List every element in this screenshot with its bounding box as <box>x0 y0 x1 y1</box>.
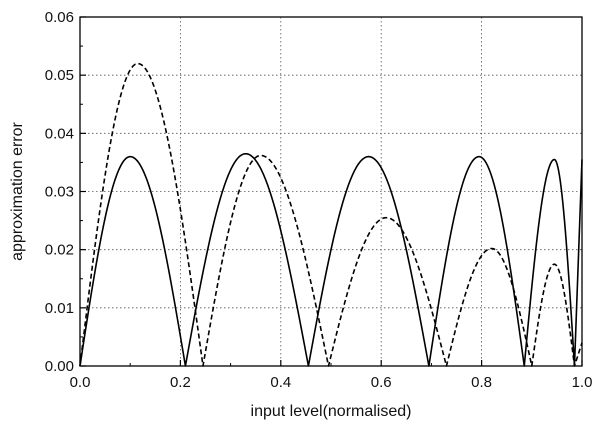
y-tick-label: 0.02 <box>45 242 74 259</box>
y-tick-label: 0.04 <box>45 125 74 142</box>
y-tick-label: 0.03 <box>45 184 74 201</box>
y-tick-label: 0.06 <box>45 9 74 26</box>
x-tick-label: 0.2 <box>170 374 191 391</box>
x-tick-label: 0.0 <box>70 374 91 391</box>
y-tick-label: 0.01 <box>45 300 74 317</box>
series-solid-line <box>79 152 583 367</box>
y-tick-label: 0.05 <box>45 67 74 84</box>
tick-labels: 0.0 0.2 0.4 0.6 0.8 1.0 0.00 0.01 0.02 0.03 0.04 0.… <box>45 9 593 391</box>
x-tick-label: 1.0 <box>572 374 593 391</box>
plot-frame <box>79 16 583 367</box>
series-dashed-line <box>79 62 583 367</box>
x-tick-label: 0.4 <box>270 374 291 391</box>
y-axis-label: approximation error <box>9 121 26 260</box>
y-tick-label: 0.00 <box>45 358 74 375</box>
series-layer <box>79 62 583 367</box>
grid <box>80 17 582 366</box>
x-axis-label: input level(normalised) <box>251 403 412 420</box>
ticks <box>79 16 583 367</box>
x-tick-label: 0.8 <box>471 374 492 391</box>
x-tick-label: 0.6 <box>371 374 392 391</box>
